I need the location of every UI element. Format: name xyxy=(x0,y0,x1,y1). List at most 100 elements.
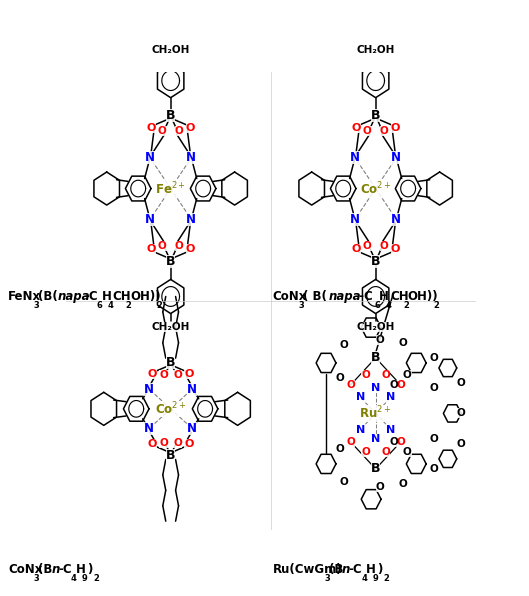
Text: n: n xyxy=(342,563,350,576)
Text: 2: 2 xyxy=(384,573,389,582)
Text: O: O xyxy=(430,383,439,393)
Text: O: O xyxy=(346,437,355,446)
Text: B: B xyxy=(166,449,176,461)
Text: N: N xyxy=(355,424,365,434)
Text: H: H xyxy=(379,290,389,303)
Text: O: O xyxy=(147,244,156,254)
Text: (B: (B xyxy=(329,563,343,576)
Text: O: O xyxy=(398,479,407,489)
Text: Co$^{2+}$: Co$^{2+}$ xyxy=(155,401,187,417)
Text: 6: 6 xyxy=(375,300,380,309)
Text: O: O xyxy=(390,244,400,254)
Text: B: B xyxy=(371,109,380,122)
Text: B: B xyxy=(166,254,176,268)
Text: N: N xyxy=(187,383,197,396)
Text: B: B xyxy=(371,462,380,476)
Text: O: O xyxy=(457,408,466,418)
Text: O: O xyxy=(430,464,439,474)
Text: O: O xyxy=(380,126,388,136)
Text: O: O xyxy=(361,447,370,457)
Text: O: O xyxy=(376,335,385,344)
Text: -C: -C xyxy=(355,290,373,303)
Text: O: O xyxy=(351,123,361,133)
Text: CoNx: CoNx xyxy=(272,290,307,303)
Text: B: B xyxy=(166,109,176,122)
Text: O: O xyxy=(457,439,466,449)
Text: CH₂OH: CH₂OH xyxy=(357,45,395,55)
Text: O: O xyxy=(398,338,407,347)
Text: O: O xyxy=(159,370,168,380)
Text: O: O xyxy=(363,126,372,136)
Text: O: O xyxy=(148,439,157,449)
Text: N: N xyxy=(187,422,197,435)
Text: O: O xyxy=(397,437,405,446)
Text: 6: 6 xyxy=(97,300,103,309)
Text: 2: 2 xyxy=(403,300,409,309)
Text: O: O xyxy=(173,438,182,448)
Text: O: O xyxy=(381,370,390,380)
Text: ): ) xyxy=(377,563,382,576)
Text: N: N xyxy=(145,213,155,226)
Text: 2: 2 xyxy=(156,300,162,309)
Text: O: O xyxy=(159,438,168,448)
Text: CH: CH xyxy=(390,290,409,303)
Text: Co$^{2+}$: Co$^{2+}$ xyxy=(360,180,391,197)
Text: O: O xyxy=(430,434,439,443)
Text: N: N xyxy=(391,213,402,226)
Text: O: O xyxy=(158,126,167,136)
Text: 2: 2 xyxy=(434,300,440,309)
Text: OH)): OH)) xyxy=(408,290,438,303)
Text: O: O xyxy=(340,477,349,487)
Text: 4: 4 xyxy=(108,300,114,309)
Text: O: O xyxy=(158,241,167,251)
Text: CH₂OH: CH₂OH xyxy=(151,322,190,332)
Text: O: O xyxy=(380,241,388,251)
Text: 3: 3 xyxy=(34,300,40,309)
Text: O: O xyxy=(335,444,344,454)
Text: 3: 3 xyxy=(324,573,330,582)
Text: H: H xyxy=(102,290,112,303)
Text: CH₂OH: CH₂OH xyxy=(151,45,190,55)
Text: 4: 4 xyxy=(71,573,77,582)
Text: N: N xyxy=(355,392,365,402)
Text: N: N xyxy=(186,213,196,226)
Text: O: O xyxy=(175,241,184,251)
Text: O: O xyxy=(346,380,355,390)
Text: H: H xyxy=(366,563,376,576)
Text: 4: 4 xyxy=(386,300,391,309)
Text: Ru$^{2+}$: Ru$^{2+}$ xyxy=(360,405,392,422)
Text: O: O xyxy=(363,241,372,251)
Text: O: O xyxy=(403,447,412,457)
Text: O: O xyxy=(186,123,195,133)
Text: CH: CH xyxy=(113,290,131,303)
Text: O: O xyxy=(147,123,156,133)
Text: napa: napa xyxy=(329,290,361,303)
Text: O: O xyxy=(175,126,184,136)
Text: O: O xyxy=(390,123,400,133)
Text: -C: -C xyxy=(84,290,97,303)
Text: N: N xyxy=(350,151,360,164)
Text: N: N xyxy=(391,151,402,164)
Text: ( B(: ( B( xyxy=(303,290,327,303)
Text: ): ) xyxy=(87,563,92,576)
Text: O: O xyxy=(148,368,157,378)
Text: (B: (B xyxy=(39,563,53,576)
Text: O: O xyxy=(457,378,466,388)
Text: N: N xyxy=(386,424,396,434)
Text: O: O xyxy=(430,353,439,363)
Text: 3: 3 xyxy=(298,300,304,309)
Text: O: O xyxy=(340,340,349,350)
Text: N: N xyxy=(144,383,154,396)
Text: N: N xyxy=(186,151,196,164)
Text: N: N xyxy=(144,422,154,435)
Text: N: N xyxy=(350,213,360,226)
Text: B: B xyxy=(371,352,380,364)
Text: O: O xyxy=(397,380,405,390)
Text: -C: -C xyxy=(349,563,362,576)
Text: 9: 9 xyxy=(372,573,378,582)
Text: 3: 3 xyxy=(34,573,40,582)
Text: O: O xyxy=(389,437,398,446)
Text: napa: napa xyxy=(58,290,90,303)
Text: O: O xyxy=(335,373,344,383)
Text: n: n xyxy=(51,563,60,576)
